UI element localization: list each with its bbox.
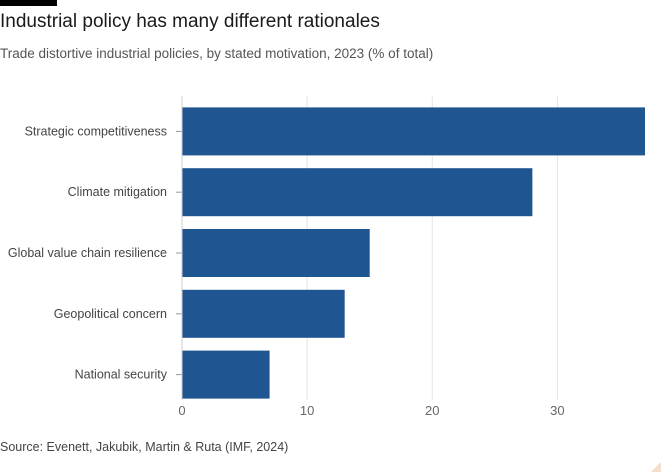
bar-chart: Strategic competitiveness Climate mitigat… [8,96,645,418]
chart-subtitle: Trade distortive industrial policies, by… [0,46,434,61]
category-label-3: Geopolitical concern [54,307,167,321]
category-label-2: Global value chain resilience [8,246,167,260]
category-label-0: Strategic competitiveness [25,124,167,138]
x-tick-label-2: 20 [425,403,439,418]
bar-0 [182,107,645,156]
bar-2 [182,229,370,277]
category-label-4: National security [75,368,168,382]
corner-mark [651,462,661,472]
category-label-1: Climate mitigation [68,185,167,199]
bar-1 [182,168,533,217]
x-tick-label-3: 30 [550,403,564,418]
x-tick-label-1: 10 [300,403,314,418]
bar-4 [182,350,270,399]
brand-bar [0,0,57,6]
bar-3 [182,289,345,338]
chart-title: Industrial policy has many different rat… [0,11,380,32]
source-note: Source: Evenett, Jakubik, Martin & Ruta … [0,440,289,454]
x-tick-label-0: 0 [178,403,185,418]
